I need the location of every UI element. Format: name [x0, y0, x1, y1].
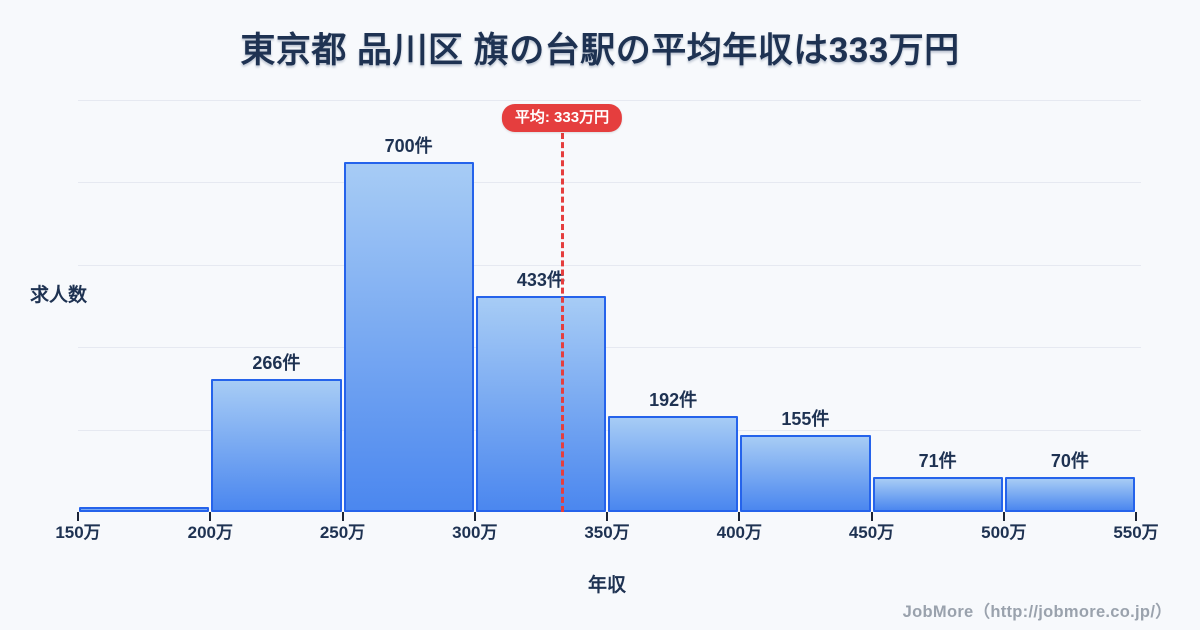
x-tick-label: 150万 [55, 523, 101, 542]
x-tick [1002, 512, 1005, 521]
bar-value-label: 155件 [781, 408, 830, 429]
x-tick [341, 512, 344, 521]
x-tick [473, 512, 476, 521]
x-tick-label: 450万 [848, 523, 895, 542]
histogram-bar [608, 416, 739, 512]
histogram-bar [343, 162, 474, 512]
histogram-bar [79, 507, 210, 512]
gridline [78, 182, 1141, 184]
bar-value-label: 433件 [516, 269, 565, 290]
x-tick [77, 512, 79, 521]
x-tick [606, 512, 608, 521]
gridline [78, 347, 1141, 349]
average-badge: 平均: 333万円 [501, 104, 623, 132]
histogram-bar [872, 476, 1003, 512]
x-tick [209, 512, 212, 521]
gridline [78, 100, 1141, 101]
footer-credit: JobMore（http://jobmore.co.jp/） [902, 603, 1172, 621]
bar-value-label: 192件 [649, 390, 698, 410]
histogram-bar [740, 434, 871, 512]
x-tick [1135, 512, 1137, 521]
x-tick [870, 512, 873, 521]
x-tick [738, 512, 741, 521]
x-tick-label: 250万 [319, 523, 366, 542]
bar-value-label: 266件 [252, 353, 301, 373]
x-tick-label: 200万 [187, 523, 233, 542]
histogram-bar [1004, 477, 1136, 512]
plot-area: 266件 700件 433件 192件 155件 71件 70件 150万 200万 250万 3… [55, 100, 1159, 541]
y-axis-label: 求人数 [30, 285, 88, 306]
x-tick-label: 400万 [716, 523, 762, 542]
x-tick-label: 550万 [1113, 523, 1159, 542]
x-tick-label: 500万 [981, 523, 1027, 542]
histogram-bar [211, 379, 342, 512]
gridline [78, 264, 1141, 266]
chart-title: 東京都 品川区 旗の台駅の平均年収は333万円 [240, 31, 960, 70]
bar-value-label: 700件 [384, 136, 433, 156]
x-tick-label: 300万 [452, 523, 498, 542]
average-line [560, 133, 564, 512]
histogram-bar [475, 295, 607, 512]
x-tick-label: 350万 [584, 523, 630, 542]
x-axis-label: 年収 [587, 575, 626, 596]
bar-value-label: 71件 [918, 450, 957, 471]
bar-value-label: 70件 [1050, 451, 1089, 471]
